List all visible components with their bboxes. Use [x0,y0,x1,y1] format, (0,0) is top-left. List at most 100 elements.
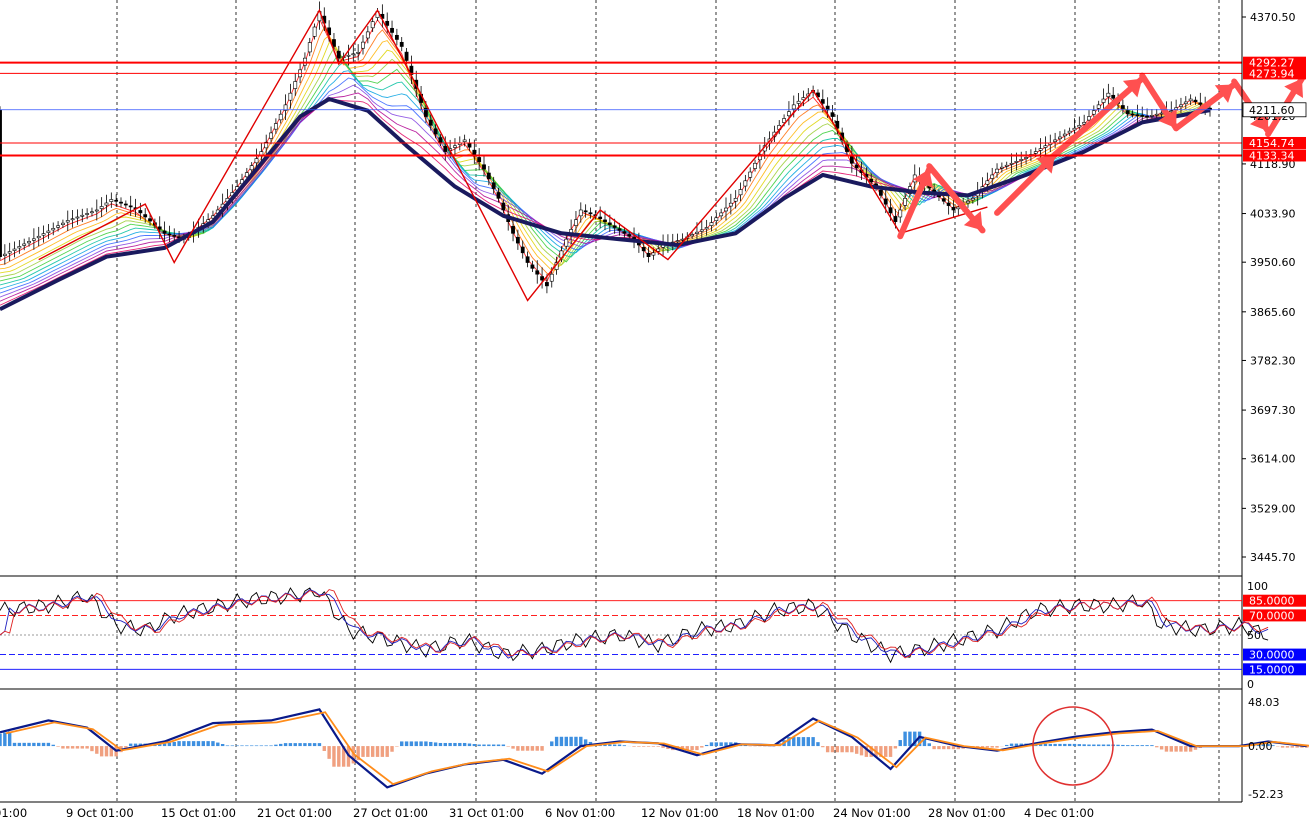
candle-body [733,198,738,202]
macd-histogram-bar [80,746,84,749]
y-tick-label: 3445.70 [1250,551,1296,564]
candle-body [1179,104,1183,107]
macd-histogram-bar [801,737,806,747]
macd-histogram-bar [1053,743,1057,747]
candle-body [1082,122,1087,125]
candle-body [128,205,133,208]
macd-histogram-bar [1101,744,1106,747]
candle-body [138,210,143,214]
macd-histogram-bar [264,745,268,747]
candle-body [51,228,56,231]
candle-body [1154,113,1159,116]
candle-body [893,216,898,222]
y-tick-label: 3950.60 [1250,256,1296,269]
macd-histogram-bar [951,746,956,750]
macd-histogram-bar [419,741,423,747]
macd-histogram-bar [845,746,849,753]
oscillator-panel[interactable] [0,587,1269,670]
candle-body [835,120,840,129]
macd-tick-label: 48.03 [1248,696,1280,709]
level-badge [1243,56,1306,69]
price-panel[interactable] [0,1,1305,311]
macd-histogram-bar [337,746,341,767]
macd-histogram-bar [133,743,138,747]
macd-histogram-bar [704,744,709,747]
candle-body [288,92,293,101]
candle-body [17,246,22,249]
candle-body [433,128,438,135]
candle-body [1067,130,1072,134]
macd-histogram-bar [564,736,568,747]
candle-body [206,219,211,223]
candle-body [1072,127,1077,131]
macd-histogram-bar [942,746,946,750]
macd-histogram-bar [956,746,961,750]
candle-body [477,157,482,163]
candle-body [94,209,99,212]
x-tick-label: 24 Nov 01:00 [833,806,911,820]
macd-histogram-bar [917,731,922,747]
candle-body [365,31,370,39]
macd-histogram-bar [622,745,627,747]
candle-body [946,202,951,206]
candle-body [985,180,990,185]
candle-body [109,199,114,202]
candle-body [491,182,496,189]
candle-body [264,141,269,149]
macd-histogram-bar [995,746,999,748]
candle-body [1053,139,1058,142]
candle-body [535,270,540,275]
candle-body [31,238,36,241]
candle-body [65,220,70,223]
candle-body [699,229,704,232]
candle-body [1188,98,1193,102]
osc-level-label: 85.0000 [1249,595,1295,608]
macd-histogram-bar [259,745,264,747]
x-tick-label: 4 Dec 01:00 [1024,806,1094,820]
macd-tick-label: -52.23 [1248,788,1283,801]
y-tick-label: 3782.30 [1250,354,1296,367]
macd-histogram-bar [390,746,394,752]
macd-histogram-bar [385,746,389,757]
macd-histogram-bar [714,742,719,747]
macd-histogram-bar [235,745,239,747]
candle-body [394,34,399,40]
macd-histogram-bar [806,737,810,747]
macd-histogram-bar [835,746,840,753]
candle-body [714,217,719,221]
macd-histogram-bar [477,744,481,747]
candle-body [564,238,569,247]
macd-histogram-bar [128,743,133,747]
macd-histogram-bar [312,743,317,747]
macd-line [0,708,1307,789]
macd-histogram-bar [177,741,181,747]
macd-histogram-bar [1140,745,1144,747]
macd-histogram-bar [922,737,927,747]
macd-histogram-bar [603,744,607,747]
candle-body [1091,110,1096,115]
candle-body [1106,92,1111,98]
macd-histogram-bar [646,746,651,747]
macd-histogram-bar [1285,746,1290,748]
macd-signal-line [5,711,1309,786]
candle-body [617,228,622,231]
candle-body [1004,164,1009,167]
macd-histogram-bar [700,746,704,748]
macd-histogram-bar [370,746,375,757]
candle-body [574,219,578,226]
macd-histogram-bar [138,743,143,747]
candle-body [346,54,351,57]
macd-panel[interactable] [0,706,1309,789]
candle-body [1058,136,1062,140]
macd-histogram-bar [467,743,472,747]
macd-histogram-bar [709,742,714,747]
candle-body [627,234,632,237]
macd-tick-label: 0.00 [1248,740,1273,753]
macd-histogram-bar [220,744,225,747]
macd-histogram-bar [632,746,636,747]
candle-body [162,230,167,234]
x-axis-labels: 01:00 9 Oct 01:00 15 Oct 01:00 21 Oct 01:00… [0,806,1094,820]
macd-histogram-bar [859,746,864,756]
macd-histogram-bar [724,742,728,747]
